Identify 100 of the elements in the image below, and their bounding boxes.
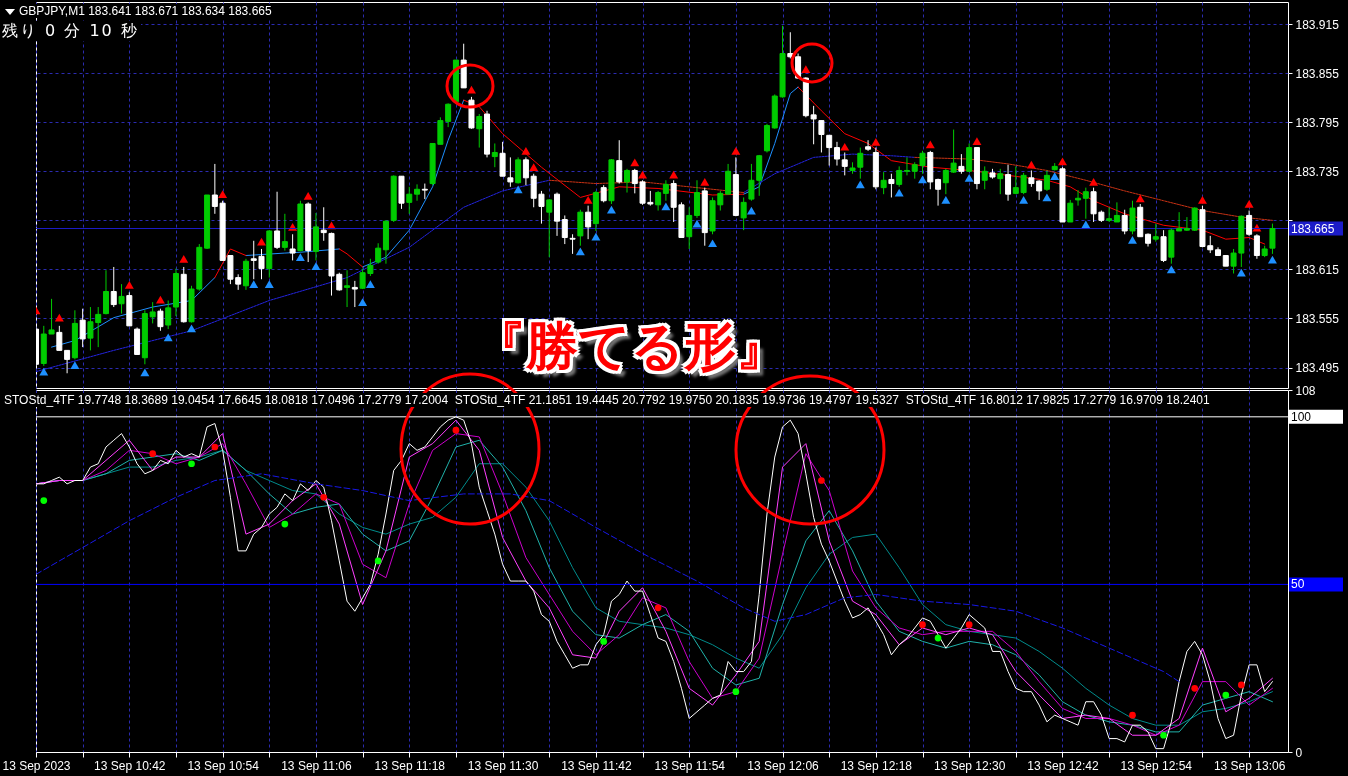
ref-line-label: 100 <box>1291 409 1312 424</box>
point <box>218 190 228 199</box>
y-tick-label: 0 <box>1295 745 1303 760</box>
point <box>513 185 523 194</box>
candlestick <box>546 198 553 258</box>
point <box>163 333 173 342</box>
point <box>606 205 616 214</box>
candlestick <box>888 173 895 198</box>
candlestick <box>833 141 840 167</box>
point <box>179 254 189 263</box>
y-tick-label: 183.855 <box>1295 66 1340 81</box>
candlestick <box>491 142 498 168</box>
point <box>1244 200 1254 208</box>
candlestick <box>281 213 288 252</box>
candlestick <box>118 283 125 315</box>
candlestick <box>1075 189 1082 207</box>
x-tick-label: 13 Sep 11:18 <box>374 758 446 773</box>
candlestick <box>522 156 529 186</box>
point <box>964 173 974 182</box>
point <box>211 443 219 451</box>
candlestick <box>274 191 281 250</box>
x-tick-label: 13 Sep 11:54 <box>654 758 726 773</box>
point <box>365 280 375 289</box>
point <box>40 497 48 504</box>
point <box>39 367 49 376</box>
x-tick-label: 13 Sep 10:42 <box>94 758 166 773</box>
chart-title: STOStd_4TF 19.7748 18.3689 19.0454 17.6645 18.0818 17.0496 17.2779 17.2004 STOStd_4TF 21.1851 19.4445 20.7792 19.9750 20.1835 19.9736 19.4797 19.5327 STOStd_4TF 16.8012 17.9825 17.2779 16.9709 18.2401 <box>2 393 1212 407</box>
candlestick <box>569 233 576 255</box>
candlestick <box>507 156 514 188</box>
point <box>1058 157 1067 166</box>
y-tick-label: 183.915 <box>1295 17 1340 32</box>
point <box>732 688 740 696</box>
point <box>1019 196 1029 204</box>
point <box>871 137 881 146</box>
candlestick <box>1082 187 1089 220</box>
point <box>708 239 718 248</box>
candlestick <box>344 269 351 308</box>
point <box>155 295 165 304</box>
point <box>591 232 601 241</box>
point <box>1128 236 1137 244</box>
candlestick <box>1067 199 1074 223</box>
x-tick-label: 13 Sep 2023 <box>2 758 71 773</box>
point <box>700 178 710 186</box>
point <box>467 85 476 94</box>
point <box>630 158 640 167</box>
candlestick <box>624 168 631 194</box>
candlestick <box>818 120 825 153</box>
point <box>140 368 150 377</box>
candlestick <box>1246 210 1253 237</box>
candlestick <box>740 196 747 231</box>
point <box>1197 196 1207 204</box>
point <box>452 426 460 434</box>
candlestick <box>686 206 693 250</box>
candlestick <box>375 242 382 265</box>
candlestick <box>56 325 63 351</box>
point <box>295 253 305 262</box>
point <box>600 638 608 645</box>
point <box>54 313 64 322</box>
candlestick <box>865 139 872 152</box>
x-tick-label: 13 Sep 12:42 <box>1027 758 1099 773</box>
candlestick <box>616 139 623 185</box>
candlestick <box>1160 229 1167 263</box>
y-tick-label: 108 <box>1295 383 1316 398</box>
point <box>583 196 593 204</box>
point <box>1222 691 1230 699</box>
point <box>529 163 539 172</box>
point <box>187 324 196 333</box>
candlestick <box>1113 201 1120 223</box>
point <box>918 175 927 184</box>
candlestick <box>655 190 662 212</box>
point <box>358 298 368 306</box>
candlestick <box>981 165 988 190</box>
x-tick-label: 13 Sep 12:30 <box>933 758 1006 773</box>
candlestick <box>476 113 483 149</box>
candlestick <box>577 209 584 247</box>
annotation: 『勝てる形』 <box>474 316 788 376</box>
point <box>70 361 80 369</box>
ref-line-label: 183.665 <box>1291 221 1335 236</box>
point <box>965 621 973 628</box>
candlestick <box>841 151 848 176</box>
candlestick <box>1005 164 1012 202</box>
annotation: 残り 0 分 10 秒 <box>0 21 141 41</box>
candlestick <box>1106 206 1113 223</box>
candlestick <box>997 168 1004 195</box>
candlestick <box>958 153 965 175</box>
point <box>320 493 328 501</box>
x-tick-label: 13 Sep 12:54 <box>1120 758 1193 773</box>
point <box>311 262 321 271</box>
line-series <box>36 473 1180 683</box>
point <box>925 140 935 149</box>
point <box>188 460 195 468</box>
candlestick <box>1129 200 1136 235</box>
x-tick-label: 13 Sep 12:06 <box>747 758 820 773</box>
point <box>1089 178 1099 186</box>
candlestick <box>102 269 109 315</box>
point <box>1135 194 1145 203</box>
candlestick <box>725 163 732 195</box>
point <box>1160 731 1167 739</box>
point <box>1191 684 1199 692</box>
candlestick <box>966 142 973 173</box>
